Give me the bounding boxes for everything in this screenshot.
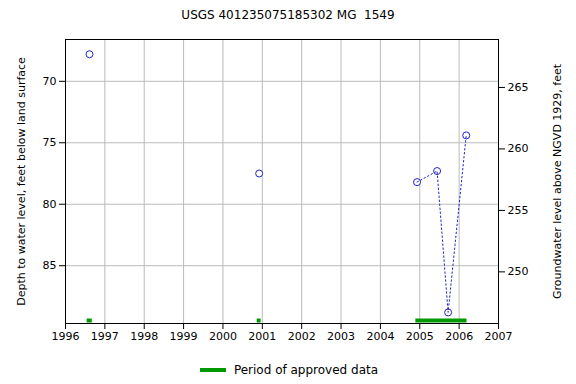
svg-text:1998: 1998 xyxy=(130,330,158,343)
svg-text:260: 260 xyxy=(508,142,529,155)
svg-text:75: 75 xyxy=(43,136,57,149)
svg-text:2006: 2006 xyxy=(445,330,473,343)
svg-text:1997: 1997 xyxy=(91,330,119,343)
html-text:USGS 401235075185302 MG 1549: USGS 401235075185302 MG 1549 xyxy=(181,8,395,22)
svg-text:2005: 2005 xyxy=(406,330,434,343)
svg-text:265: 265 xyxy=(508,81,529,94)
svg-text:2000: 2000 xyxy=(209,330,237,343)
svg-text:2003: 2003 xyxy=(327,330,355,343)
svg-text:1999: 1999 xyxy=(170,330,198,343)
svg-text:80: 80 xyxy=(43,198,57,211)
html-text:Period of approved data: Period of approved data xyxy=(233,362,379,377)
svg-text:70: 70 xyxy=(43,75,57,88)
svg-text:2004: 2004 xyxy=(366,330,394,343)
svg-text:2002: 2002 xyxy=(288,330,316,343)
svg-text:Groundwater level above NGVD 1: Groundwater level above NGVD 1929, feet xyxy=(551,63,564,299)
svg-text:85: 85 xyxy=(43,259,57,272)
svg-text:2001: 2001 xyxy=(248,330,276,343)
svg-text:2007: 2007 xyxy=(485,330,513,343)
svg-text:250: 250 xyxy=(508,265,529,278)
svg-text:255: 255 xyxy=(508,204,529,217)
svg-text:1996: 1996 xyxy=(52,330,80,343)
svg-text:Depth to water level, feet bel: Depth to water level, feet below land su… xyxy=(15,57,28,306)
